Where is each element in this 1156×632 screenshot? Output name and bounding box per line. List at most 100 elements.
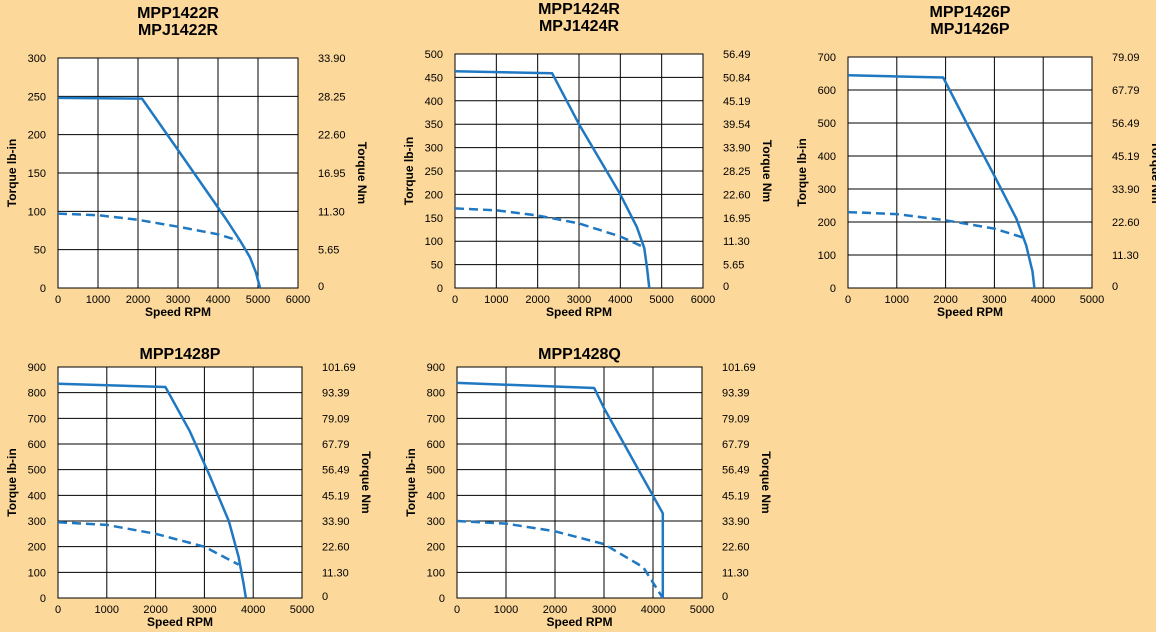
x-tick-label: 1000 [494,604,518,616]
y2-tick-label: 50.84 [723,72,751,84]
x-tick-label: 4000 [206,294,230,306]
x-tick-label: 2000 [126,294,150,306]
y2-tick-label: 56.49 [722,465,750,477]
chart-title: MPJ1424R [539,18,619,35]
y2-tick-label: 56.49 [723,49,751,61]
x-tick-label: 3000 [567,294,591,306]
y2-tick-label: 11.30 [723,236,750,248]
y2-tick-label: 11.30 [318,206,345,218]
y-tick-label: 200 [425,189,443,201]
x-tick-label: 5000 [690,604,714,616]
x-tick-label: 2000 [933,294,957,306]
plot-area [847,56,1093,289]
y-tick-label: 500 [427,465,445,477]
y-tick-label: 50 [431,260,443,272]
y2-axis-label: Torque Nm [359,451,373,513]
chart-title: MPP1426P [930,4,1011,21]
y2-tick-label: 16.95 [318,168,346,180]
x-tick-label: 2000 [143,604,167,616]
y2-tick-label: 101.69 [722,362,756,374]
x-tick-label: 4000 [608,294,632,306]
y2-tick-label: 45.19 [322,490,350,502]
y-tick-label: 900 [427,362,445,374]
y-tick-label: 700 [427,413,445,425]
y2-tick-label: 79.09 [322,413,350,425]
y2-tick-label: 0 [322,591,328,603]
y2-tick-label: 16.95 [723,213,751,225]
peak-torque-line [456,381,665,598]
peak-torque-line [57,96,262,289]
chart-title: MPP1422R [137,5,219,22]
y2-tick-label: 93.39 [322,388,350,400]
x-tick-label: 0 [452,294,458,306]
y2-axis-label: Torque Nm [355,142,369,204]
y2-tick-label: 39.54 [723,119,751,131]
y2-tick-label: 0 [1112,281,1118,293]
y-tick-label: 0 [437,283,443,295]
y-tick-label: 200 [28,130,46,142]
y2-tick-label: 0 [318,281,324,293]
peak-torque-line [454,70,651,289]
y2-tick-label: 33.90 [1112,184,1140,196]
y2-tick-label: 33.90 [722,516,750,528]
y2-tick-label: 22.60 [318,130,346,142]
y2-tick-label: 93.39 [722,388,750,400]
x-tick-label: 0 [55,604,61,616]
y-tick-label: 0 [830,283,836,295]
y2-tick-label: 33.90 [322,516,350,528]
y2-tick-label: 56.49 [1112,118,1140,130]
y2-tick-label: 11.30 [722,567,749,579]
y-tick-label: 600 [28,439,46,451]
x-tick-label: 3000 [166,294,190,306]
x-tick-label: 5000 [246,294,270,306]
chart-title: MPJ1422R [138,22,218,39]
y-tick-label: 500 [818,118,836,130]
y2-axis-label: Torque Nm [759,451,773,513]
x-tick-label: 0 [845,294,851,306]
y2-tick-label: 22.60 [723,189,751,201]
y-tick-label: 100 [427,567,445,579]
x-axis-label: Speed RPM [546,305,612,319]
y2-tick-label: 22.60 [1112,217,1140,229]
chart-title: MPP1428P [140,346,221,363]
y-tick-label: 200 [28,542,46,554]
y-tick-label: 150 [28,168,46,180]
chart-title: MPJ1426P [930,21,1009,38]
chart-title: MPP1428Q [538,346,621,363]
y-tick-label: 100 [818,250,836,262]
x-tick-label: 2000 [543,604,567,616]
y-tick-label: 300 [425,143,443,155]
y-axis-label: Torque lb-in [5,448,19,516]
y2-tick-label: 67.79 [1112,85,1140,97]
y2-tick-label: 79.09 [722,413,750,425]
plot-area [456,366,703,599]
y-tick-label: 400 [425,96,443,108]
y-tick-label: 350 [425,119,443,131]
x-tick-label: 5000 [1080,294,1104,306]
y2-tick-label: 22.60 [322,542,350,554]
x-tick-label: 3000 [592,604,616,616]
y-tick-label: 250 [28,91,46,103]
y2-tick-label: 22.60 [722,542,750,554]
continuous-torque-line [456,519,664,599]
y-tick-label: 700 [818,52,836,64]
x-tick-label: 0 [55,294,61,306]
peak-torque-line [847,73,1036,289]
y-tick-label: 300 [28,516,46,528]
continuous-torque-line [847,210,1027,240]
y2-axis-label: Torque Nm [760,140,774,202]
y2-tick-label: 67.79 [322,439,350,451]
y-axis-label: Torque lb-in [795,138,809,206]
y-tick-label: 450 [425,72,443,84]
y-tick-label: 100 [28,206,46,218]
y2-tick-label: 45.19 [723,96,751,108]
x-axis-label: Speed RPM [145,305,211,319]
x-tick-label: 4000 [241,604,265,616]
continuous-torque-line [57,521,240,566]
x-tick-label: 5000 [290,604,314,616]
y2-tick-label: 11.30 [322,567,349,579]
